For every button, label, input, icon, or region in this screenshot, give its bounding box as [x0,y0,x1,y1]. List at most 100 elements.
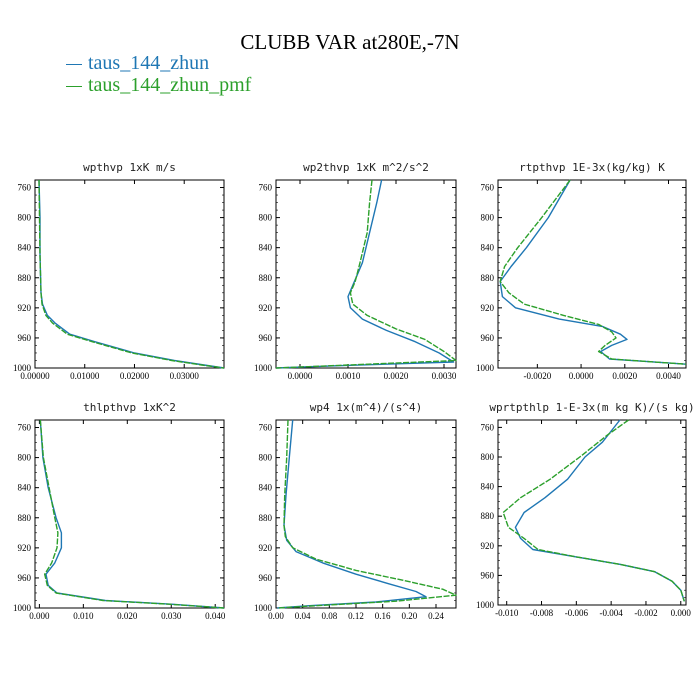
x-tick-label: -0.002 [634,608,657,618]
plot-frame [34,179,225,369]
y-tick-label: 920 [259,543,273,553]
y-tick-label: 760 [481,422,495,432]
series-line-zhun-pmf [275,179,457,369]
y-tick-label: 840 [481,482,495,492]
y-tick-label: 1000 [254,603,273,613]
x-tick-label: 0.010 [73,611,94,621]
x-tick-label: 0.000 [671,608,692,618]
x-tick-label: 0.02000 [120,371,150,381]
series-line-zhun-pmf [38,179,225,369]
y-tick-label: 920 [18,303,32,313]
y-tick-label: 880 [481,511,495,521]
legend-item-zhun-pmf: taus_144_zhun_pmf [66,74,251,97]
series-line-zhun [275,179,455,369]
legend-label: taus_144_zhun_pmf [88,74,252,96]
y-tick-label: 1000 [13,603,32,613]
plot-frame [275,179,457,369]
y-tick-label: 880 [259,273,273,283]
x-tick-label: 0.16 [375,611,391,621]
y-tick-label: 960 [259,333,273,343]
x-tick-label: 0.12 [348,611,364,621]
x-tick-label: 0.000 [29,611,50,621]
y-tick-label: 840 [481,243,495,253]
panel-title: wp2thvp 1xK m^2/s^2 [303,161,429,174]
plot-frame [275,419,457,609]
legend-item-zhun: taus_144_zhun [66,52,209,75]
legend-label: taus_144_zhun [88,52,210,74]
y-tick-label: 800 [18,213,32,223]
y-tick-label: 760 [18,183,32,193]
y-tick-label: 1000 [13,363,32,373]
y-tick-label: 960 [481,570,495,580]
figure-title: CLUBB VAR at280E,-7N [240,30,460,54]
y-tick-label: 1000 [254,363,273,373]
x-tick-label: 0.0010 [336,371,361,381]
x-tick-label: -0.004 [600,608,624,618]
y-tick-label: 880 [18,513,32,523]
legend-line-icon [66,63,82,65]
y-tick-label: 800 [259,213,273,223]
y-tick-label: 800 [481,213,495,223]
x-tick-label: 0.030 [161,611,182,621]
legend-line-icon [66,85,82,87]
panel-title: rtpthvp 1E-3x(kg/kg) K [519,161,665,174]
y-tick-label: 920 [481,541,495,551]
x-tick-label: 0.0020 [612,371,637,381]
y-tick-label: 880 [18,273,32,283]
plot-frame [497,179,687,369]
panel-6: wprtpthlp 1-E-3x(m kg K)/(s kg) 760 800 840… [476,401,695,618]
series-line-zhun [38,179,225,369]
panel-5: wp4 1x(m^4)/(s^4)76080084088092096010000… [254,401,457,621]
x-tick-label: 0.01000 [70,371,100,381]
plot-frame [34,419,225,609]
series-line-zhun-pmf [502,419,685,602]
y-tick-label: 840 [18,483,32,493]
panel-title: thlpthvp 1xK^2 [83,401,176,414]
series-line-zhun [39,419,225,609]
x-tick-label: 0.03000 [170,371,200,381]
x-tick-label: 0.0030 [432,371,457,381]
panel-4: thlpthvp 1xK^2 760 800 840 880 920 960 10000.00… [13,401,226,621]
y-tick-label: 760 [18,423,32,433]
y-tick-label: 1000 [476,363,495,373]
x-tick-label: 0.0040 [656,371,681,381]
x-tick-label: 0.00000 [20,371,50,381]
y-tick-label: 840 [18,243,32,253]
y-tick-label: 760 [481,183,495,193]
panel-title: wp4 1x(m^4)/(s^4) [310,401,423,414]
x-tick-label: -0.008 [530,608,554,618]
y-tick-label: 840 [259,243,273,253]
x-tick-label: 0.24 [428,611,444,621]
plot-frame [497,419,687,606]
series-line-zhun-pmf [277,419,457,609]
series-line-zhun [499,179,687,365]
x-tick-label: -0.006 [565,608,589,618]
panel-1: wpthvp 1xK m/s 760 800 840 880 920 960 10000.00… [13,161,225,381]
x-tick-label: 0.20 [401,611,417,621]
panel-2: wp2thvp 1xK m^2/s^2 760 800 840 880 920 960 100… [254,161,457,381]
y-tick-label: 880 [259,513,273,523]
y-tick-label: 800 [259,453,273,463]
y-tick-label: 1000 [476,600,495,610]
y-tick-label: 800 [481,452,495,462]
panel-title: wpthvp 1xK m/s [83,161,176,174]
x-tick-label: 0.08 [321,611,337,621]
series-line-zhun-pmf [499,179,687,365]
y-tick-label: 920 [481,303,495,313]
series-line-zhun-pmf [39,419,225,609]
x-tick-label: 0.020 [117,611,138,621]
x-tick-label: 0.00 [268,611,284,621]
y-tick-label: 920 [259,303,273,313]
panel-3: rtpthvp 1E-3x(kg/kg) K 760 800 840 880 920 960… [476,161,687,381]
x-tick-label: -0.010 [495,608,519,618]
y-tick-label: 760 [259,423,273,433]
x-tick-label: 0.0000 [569,371,594,381]
panel-title: wprtpthlp 1-E-3x(m kg K)/(s kg) [489,401,694,414]
series-line-zhun [277,419,427,609]
y-tick-label: 800 [18,453,32,463]
x-tick-label: 0.0020 [384,371,409,381]
y-tick-label: 840 [259,483,273,493]
y-tick-label: 880 [481,273,495,283]
y-tick-label: 920 [18,543,32,553]
